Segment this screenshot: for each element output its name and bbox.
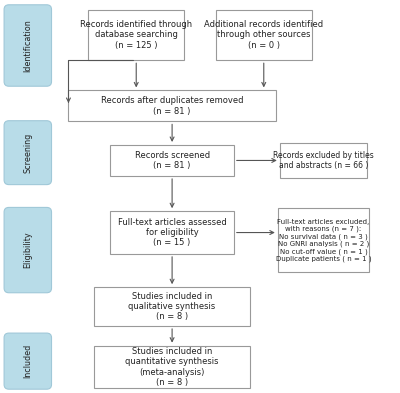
Text: Studies included in
quantitative synthesis
(meta-analysis)
(n = 8 ): Studies included in quantitative synthes… <box>125 347 219 387</box>
Bar <box>88 10 184 60</box>
Bar <box>280 143 368 178</box>
Text: Included: Included <box>23 344 32 378</box>
Bar <box>68 90 276 121</box>
Bar <box>94 287 250 326</box>
Text: Records identified through
database searching
(n = 125 ): Records identified through database sear… <box>80 20 192 50</box>
Bar <box>216 10 312 60</box>
Bar <box>110 211 234 254</box>
Bar <box>278 208 370 272</box>
Bar <box>94 345 250 388</box>
Text: Screening: Screening <box>23 132 32 173</box>
Bar <box>110 145 234 176</box>
FancyBboxPatch shape <box>4 121 52 185</box>
Text: Additional records identified
through other sources
(n = 0 ): Additional records identified through ot… <box>204 20 323 50</box>
FancyBboxPatch shape <box>4 333 52 389</box>
Text: Records excluded by titles
and abstracts (n = 66 ): Records excluded by titles and abstracts… <box>273 151 374 170</box>
Text: Full-text articles assessed
for eligibility
(n = 15 ): Full-text articles assessed for eligibil… <box>118 218 226 248</box>
Text: Studies included in
qualitative synthesis
(n = 8 ): Studies included in qualitative synthesi… <box>128 292 216 321</box>
Text: Full-text articles excluded,
with reasons (n = 7 ):
No survival data ( n = 3 )
N: Full-text articles excluded, with reason… <box>276 219 371 262</box>
Text: Records after duplicates removed
(n = 81 ): Records after duplicates removed (n = 81… <box>101 96 243 116</box>
Text: Eligibility: Eligibility <box>23 232 32 268</box>
FancyBboxPatch shape <box>4 208 52 293</box>
Text: Records screened
(n = 81 ): Records screened (n = 81 ) <box>134 151 210 170</box>
FancyBboxPatch shape <box>4 5 52 86</box>
Text: Identification: Identification <box>23 19 32 72</box>
